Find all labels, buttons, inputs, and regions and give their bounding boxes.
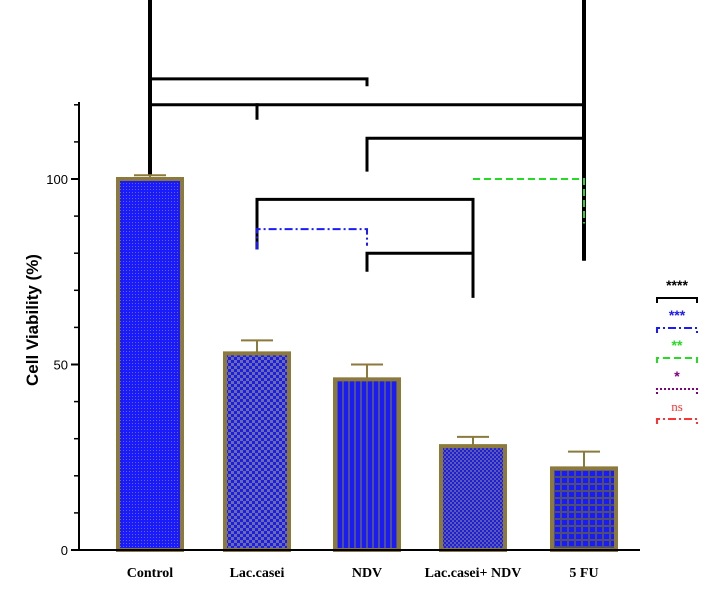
y-tick-label: 50 bbox=[54, 358, 68, 373]
x-tick-label: Lac.casei+ NDV bbox=[425, 566, 522, 581]
significance-bracket bbox=[148, 0, 586, 261]
bar-lac-casei-ndv bbox=[439, 444, 507, 552]
legend-label: ** bbox=[672, 337, 683, 353]
significance-bracket bbox=[148, 0, 152, 176]
bar-control bbox=[116, 177, 184, 552]
y-axis-label: Cell Viability (%) bbox=[23, 254, 42, 386]
significance-bracket bbox=[473, 178, 585, 224]
x-tick-label: Control bbox=[127, 566, 174, 581]
x-tick-label: Lac.casei bbox=[230, 566, 285, 581]
legend-label: **** bbox=[666, 277, 688, 293]
significance-bracket bbox=[365, 136, 586, 261]
significance-bracket bbox=[255, 197, 475, 298]
legend-label: ns bbox=[671, 399, 683, 414]
bar-5-fu bbox=[550, 466, 618, 553]
legend-bracket-dashdot bbox=[656, 327, 698, 333]
significance-bracket bbox=[148, 103, 259, 176]
x-tick-label: 5 FU bbox=[569, 566, 598, 581]
significance-bracket bbox=[255, 103, 586, 261]
legend-bracket-dashdot bbox=[656, 418, 698, 424]
significance-bracket bbox=[148, 77, 369, 176]
bar-ndv bbox=[333, 377, 401, 552]
legend-bracket-dashed bbox=[656, 357, 698, 363]
legend-label: * bbox=[674, 368, 680, 384]
significance-bracket bbox=[256, 228, 368, 250]
significance-bracket bbox=[365, 251, 475, 298]
y-tick-label: 100 bbox=[46, 172, 68, 187]
error-bars-group bbox=[134, 174, 600, 469]
significance-brackets bbox=[148, 0, 586, 298]
x-tick-label: NDV bbox=[352, 566, 382, 581]
legend-bracket-solid bbox=[656, 297, 698, 303]
y-tick-label: 0 bbox=[61, 543, 68, 558]
legend-bracket-dotted bbox=[656, 388, 698, 394]
axes-group: 0 50 100 Control Lac.casei NDV Lac.casei+ NDV 5… bbox=[46, 102, 640, 581]
bar-lac-casei bbox=[223, 351, 291, 552]
legend-label: *** bbox=[669, 307, 686, 323]
significance-legend: **********ns bbox=[656, 277, 698, 424]
